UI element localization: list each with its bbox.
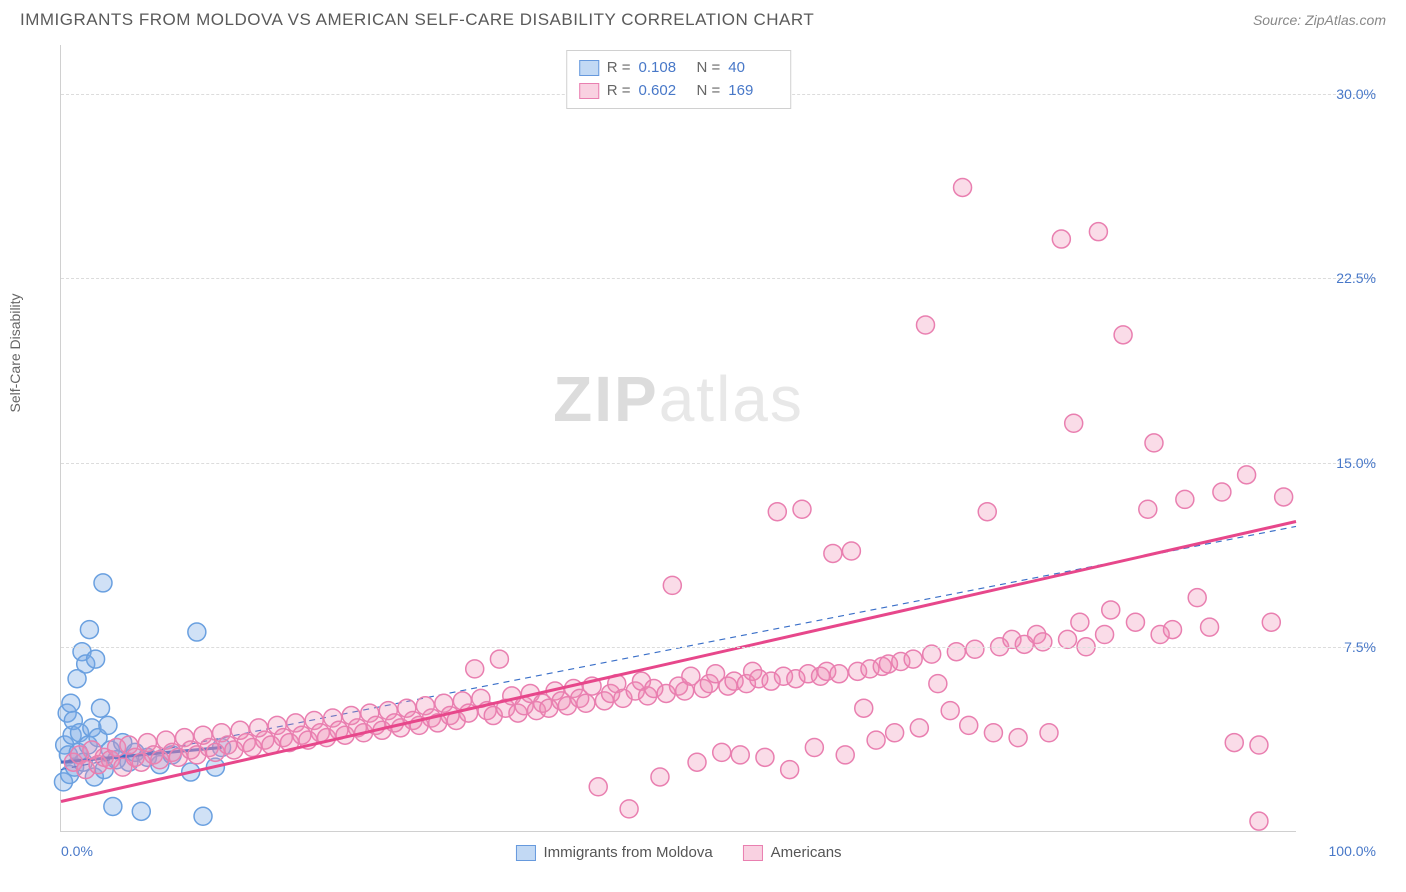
- y-tick-label: 22.5%: [1306, 270, 1376, 286]
- data-point: [1176, 490, 1194, 508]
- data-point: [1126, 613, 1144, 631]
- data-point: [1114, 326, 1132, 344]
- data-point: [1201, 618, 1219, 636]
- data-point: [1250, 812, 1268, 830]
- swatch-blue-icon: [515, 845, 535, 861]
- data-point: [1139, 500, 1157, 518]
- correlation-legend: R =0.108 N =40 R =0.602 N =169: [566, 50, 792, 109]
- data-point: [886, 724, 904, 742]
- data-point: [1059, 630, 1077, 648]
- data-point: [929, 675, 947, 693]
- plot-area: ZIPatlas R =0.108 N =40 R =0.602 N =169 …: [60, 45, 1296, 832]
- data-point: [781, 761, 799, 779]
- data-point: [830, 665, 848, 683]
- swatch-pink-icon: [579, 83, 599, 99]
- data-point: [941, 702, 959, 720]
- gridline: [61, 463, 1376, 464]
- data-point: [1262, 613, 1280, 631]
- data-point: [1052, 230, 1070, 248]
- data-point: [1096, 626, 1114, 644]
- data-point: [1145, 434, 1163, 452]
- data-point: [966, 640, 984, 658]
- data-point: [1071, 613, 1089, 631]
- data-point: [688, 753, 706, 771]
- data-point: [917, 316, 935, 334]
- data-point: [910, 719, 928, 737]
- data-point: [731, 746, 749, 764]
- legend-row-americans: R =0.602 N =169: [579, 80, 779, 103]
- legend-item-moldova: Immigrants from Moldova: [515, 844, 712, 861]
- data-point: [92, 699, 110, 717]
- legend-row-moldova: R =0.108 N =40: [579, 57, 779, 80]
- trend-line: [61, 522, 1296, 802]
- data-point: [490, 650, 508, 668]
- data-point: [713, 743, 731, 761]
- chart-container: Self-Care Disability ZIPatlas R =0.108 N…: [50, 45, 1386, 882]
- data-point: [960, 716, 978, 734]
- series-legend: Immigrants from Moldova Americans: [515, 844, 841, 861]
- y-axis-label: Self-Care Disability: [7, 293, 23, 412]
- data-point: [1065, 414, 1083, 432]
- data-point: [1102, 601, 1120, 619]
- data-point: [954, 178, 972, 196]
- data-point: [1040, 724, 1058, 742]
- data-point: [1225, 734, 1243, 752]
- legend-item-americans: Americans: [743, 844, 842, 861]
- y-tick-label: 30.0%: [1306, 86, 1376, 102]
- data-point: [978, 503, 996, 521]
- data-point: [904, 650, 922, 668]
- data-point: [984, 724, 1002, 742]
- data-point: [1213, 483, 1231, 501]
- data-point: [842, 542, 860, 560]
- data-point: [1089, 223, 1107, 241]
- data-point: [87, 650, 105, 668]
- data-point: [94, 574, 112, 592]
- data-point: [824, 544, 842, 562]
- data-point: [577, 694, 595, 712]
- gridline: [61, 647, 1376, 648]
- data-point: [923, 645, 941, 663]
- data-point: [188, 623, 206, 641]
- x-tick-min: 0.0%: [61, 843, 93, 859]
- data-point: [1250, 736, 1268, 754]
- data-point: [1188, 589, 1206, 607]
- data-point: [1009, 729, 1027, 747]
- data-point: [805, 738, 823, 756]
- data-point: [589, 778, 607, 796]
- data-point: [651, 768, 669, 786]
- data-point: [620, 800, 638, 818]
- source-attribution: Source: ZipAtlas.com: [1253, 12, 1386, 28]
- data-point: [62, 694, 80, 712]
- data-point: [1238, 466, 1256, 484]
- data-point: [855, 699, 873, 717]
- scatter-svg: [61, 45, 1296, 831]
- swatch-blue-icon: [579, 60, 599, 76]
- y-tick-label: 15.0%: [1306, 455, 1376, 471]
- x-tick-max: 100.0%: [1329, 843, 1376, 859]
- data-point: [80, 621, 98, 639]
- data-point: [194, 807, 212, 825]
- data-point: [1164, 621, 1182, 639]
- data-point: [768, 503, 786, 521]
- data-point: [756, 748, 774, 766]
- data-point: [99, 716, 117, 734]
- data-point: [793, 500, 811, 518]
- data-point: [1034, 633, 1052, 651]
- chart-title: IMMIGRANTS FROM MOLDOVA VS AMERICAN SELF…: [20, 10, 814, 30]
- data-point: [663, 576, 681, 594]
- data-point: [867, 731, 885, 749]
- data-point: [1275, 488, 1293, 506]
- y-tick-label: 7.5%: [1306, 639, 1376, 655]
- data-point: [132, 802, 150, 820]
- gridline: [61, 278, 1376, 279]
- swatch-pink-icon: [743, 845, 763, 861]
- data-point: [466, 660, 484, 678]
- data-point: [104, 797, 122, 815]
- data-point: [947, 643, 965, 661]
- data-point: [836, 746, 854, 764]
